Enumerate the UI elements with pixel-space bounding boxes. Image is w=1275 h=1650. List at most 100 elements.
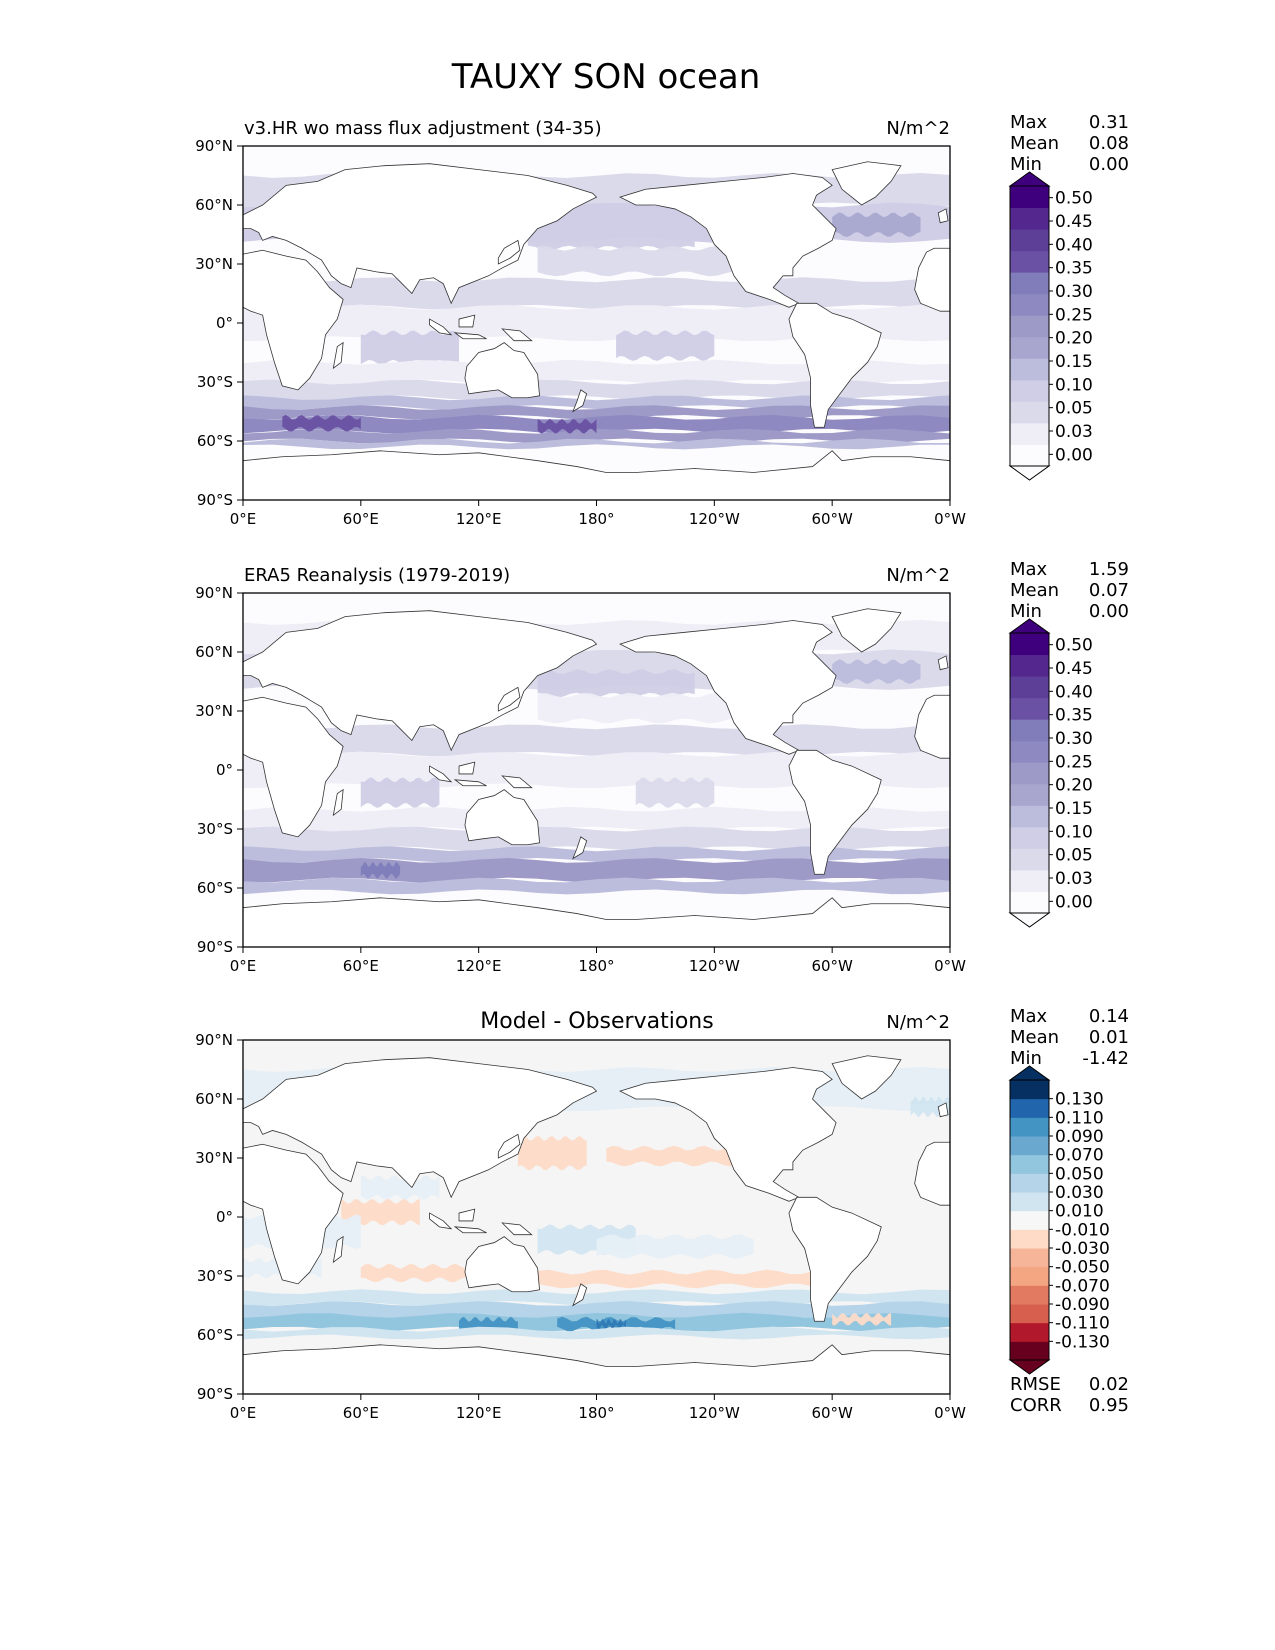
field-band	[341, 1198, 420, 1226]
colorbar-swatch	[1010, 1136, 1049, 1156]
field-band	[537, 692, 754, 724]
colorbar-tick-label: 0.50	[1055, 189, 1093, 209]
colorbar-swatch	[1010, 315, 1049, 338]
stat-label: Mean	[1010, 1027, 1059, 1048]
map-area	[242, 1039, 951, 1395]
stat-label: Max	[1010, 559, 1048, 580]
colorbar-tick-label: 0.03	[1055, 422, 1093, 442]
colorbar-tick-label: 0.10	[1055, 375, 1093, 395]
panel-units: N/m^2	[886, 1012, 950, 1033]
colorbar-tick-label: 0.15	[1055, 352, 1093, 372]
colorbar-swatch	[1010, 1229, 1049, 1249]
field-band	[243, 826, 950, 852]
colorbar-tick-label: -0.050	[1055, 1258, 1110, 1278]
colorbar-swatch	[1010, 848, 1049, 871]
panel-test-model: 90°N 60°N 30°N 0° 30°S 60°S 90°S0°E 60°E 120°E 18…	[195, 112, 1129, 528]
y-tick-label: 30°N	[195, 1149, 233, 1167]
map-area	[242, 592, 951, 948]
colorbar-tick-label: -0.010	[1055, 1220, 1110, 1240]
y-tick-label: 60°N	[195, 196, 233, 214]
y-tick-label: 60°N	[195, 643, 233, 661]
colorbar-swatch	[1010, 1285, 1049, 1305]
colorbar-swatch	[1010, 1210, 1049, 1230]
stat-value: 0.14	[1089, 1006, 1129, 1027]
colorbar-swatch	[1010, 1117, 1049, 1137]
stat-label: Min	[1010, 154, 1042, 175]
colorbar-swatch	[1010, 186, 1049, 209]
field-band	[537, 418, 597, 434]
y-tick-label: 90°N	[195, 584, 233, 602]
colorbar-tick-label: 0.050	[1055, 1164, 1104, 1184]
stat-label: Min	[1010, 601, 1042, 622]
colorbar-tick-label: 0.35	[1055, 706, 1093, 726]
field-band	[243, 359, 950, 385]
colorbar-tick-label: 0.40	[1055, 682, 1093, 702]
x-tick-label: 0°E	[230, 957, 257, 975]
field-band	[537, 245, 754, 277]
colorbar-tick-label: 0.03	[1055, 869, 1093, 889]
colorbar-swatch	[1010, 826, 1049, 849]
colorbar-tick-label: 0.00	[1055, 445, 1093, 465]
y-tick-label: 0°	[216, 1208, 233, 1226]
metric-label: RMSE	[1010, 1374, 1061, 1395]
x-tick-label: 180°	[578, 510, 614, 528]
colorbar-swatch	[1010, 719, 1049, 742]
stat-label: Max	[1010, 112, 1048, 133]
colorbar-tick-label: 0.00	[1055, 892, 1093, 912]
field-band	[243, 438, 950, 450]
colorbar-tick-label: 0.45	[1055, 659, 1093, 679]
colorbar-tick-label: 0.110	[1055, 1108, 1104, 1128]
field-band	[527, 222, 695, 251]
y-tick-label: 30°S	[197, 373, 233, 391]
y-tick-label: 30°N	[195, 255, 233, 273]
colorbar-swatch	[1010, 1173, 1049, 1193]
colorbar-swatch	[1010, 1266, 1049, 1286]
colorbar-swatch	[1010, 654, 1049, 677]
colorbar-tick-label: 0.30	[1055, 729, 1093, 749]
field-band	[596, 1318, 626, 1330]
stat-label: Mean	[1010, 133, 1059, 154]
x-tick-label: 0°E	[230, 510, 257, 528]
colorbar-tick-label: 0.05	[1055, 399, 1093, 419]
field-band	[616, 330, 715, 361]
x-tick-label: 120°E	[456, 957, 502, 975]
field-band	[243, 877, 950, 895]
colorbar: 0.00 0.03 0.05 0.10 0.15 0.20 0.25 0.30 0.35 0.40…	[1008, 618, 1093, 928]
colorbar-swatch	[1010, 272, 1049, 295]
field-band	[243, 304, 950, 342]
colorbar-swatch	[1010, 1304, 1049, 1324]
colorbar-swatch	[1010, 1341, 1049, 1361]
x-tick-label: 0°E	[230, 1404, 257, 1422]
colorbar-swatch	[1010, 869, 1049, 892]
metric-value: 0.95	[1089, 1395, 1129, 1416]
colorbar-tick-label: 0.010	[1055, 1202, 1104, 1222]
colorbar-tick-label: 0.030	[1055, 1183, 1104, 1203]
colorbar-swatch	[1010, 740, 1049, 763]
colorbar-swatch	[1010, 444, 1049, 467]
field-band	[517, 1135, 587, 1171]
panel-body: 90°N 60°N 30°N 0° 30°S 60°S 90°S0°E 60°E 120°E 18…	[195, 112, 1129, 528]
field-band	[360, 1175, 440, 1200]
panel-reference-era5: 90°N 60°N 30°N 0° 30°S 60°S 90°S0°E 60°E 120°E 18…	[195, 559, 1129, 975]
y-tick-label: 60°S	[197, 432, 233, 450]
x-tick-label: 180°	[578, 1404, 614, 1422]
colorbar-tick-label: 0.10	[1055, 822, 1093, 842]
panel-title-left: ERA5 Reanalysis (1979-2019)	[244, 565, 510, 586]
colorbar-tick-label: 0.40	[1055, 235, 1093, 255]
field-band	[243, 1326, 950, 1340]
y-tick-label: 90°S	[197, 938, 233, 956]
colorbar-swatch	[1010, 633, 1049, 656]
y-tick-label: 90°N	[195, 1031, 233, 1049]
colorbar-tick-label: 0.25	[1055, 752, 1093, 772]
field-band	[537, 669, 695, 698]
panel-body: 90°N 60°N 30°N 0° 30°S 60°S 90°S0°E 60°E 120°E 18…	[195, 559, 1129, 975]
colorbar-swatch	[1010, 379, 1049, 402]
colorbar-swatch	[1010, 783, 1049, 806]
colorbar-swatch	[1010, 697, 1049, 720]
colorbar-swatch	[1010, 207, 1049, 230]
colorbar-tick-label: 0.20	[1055, 776, 1093, 796]
field-band	[243, 806, 950, 832]
colorbar-extend-min	[1008, 912, 1051, 928]
colorbar-swatch	[1010, 676, 1049, 699]
